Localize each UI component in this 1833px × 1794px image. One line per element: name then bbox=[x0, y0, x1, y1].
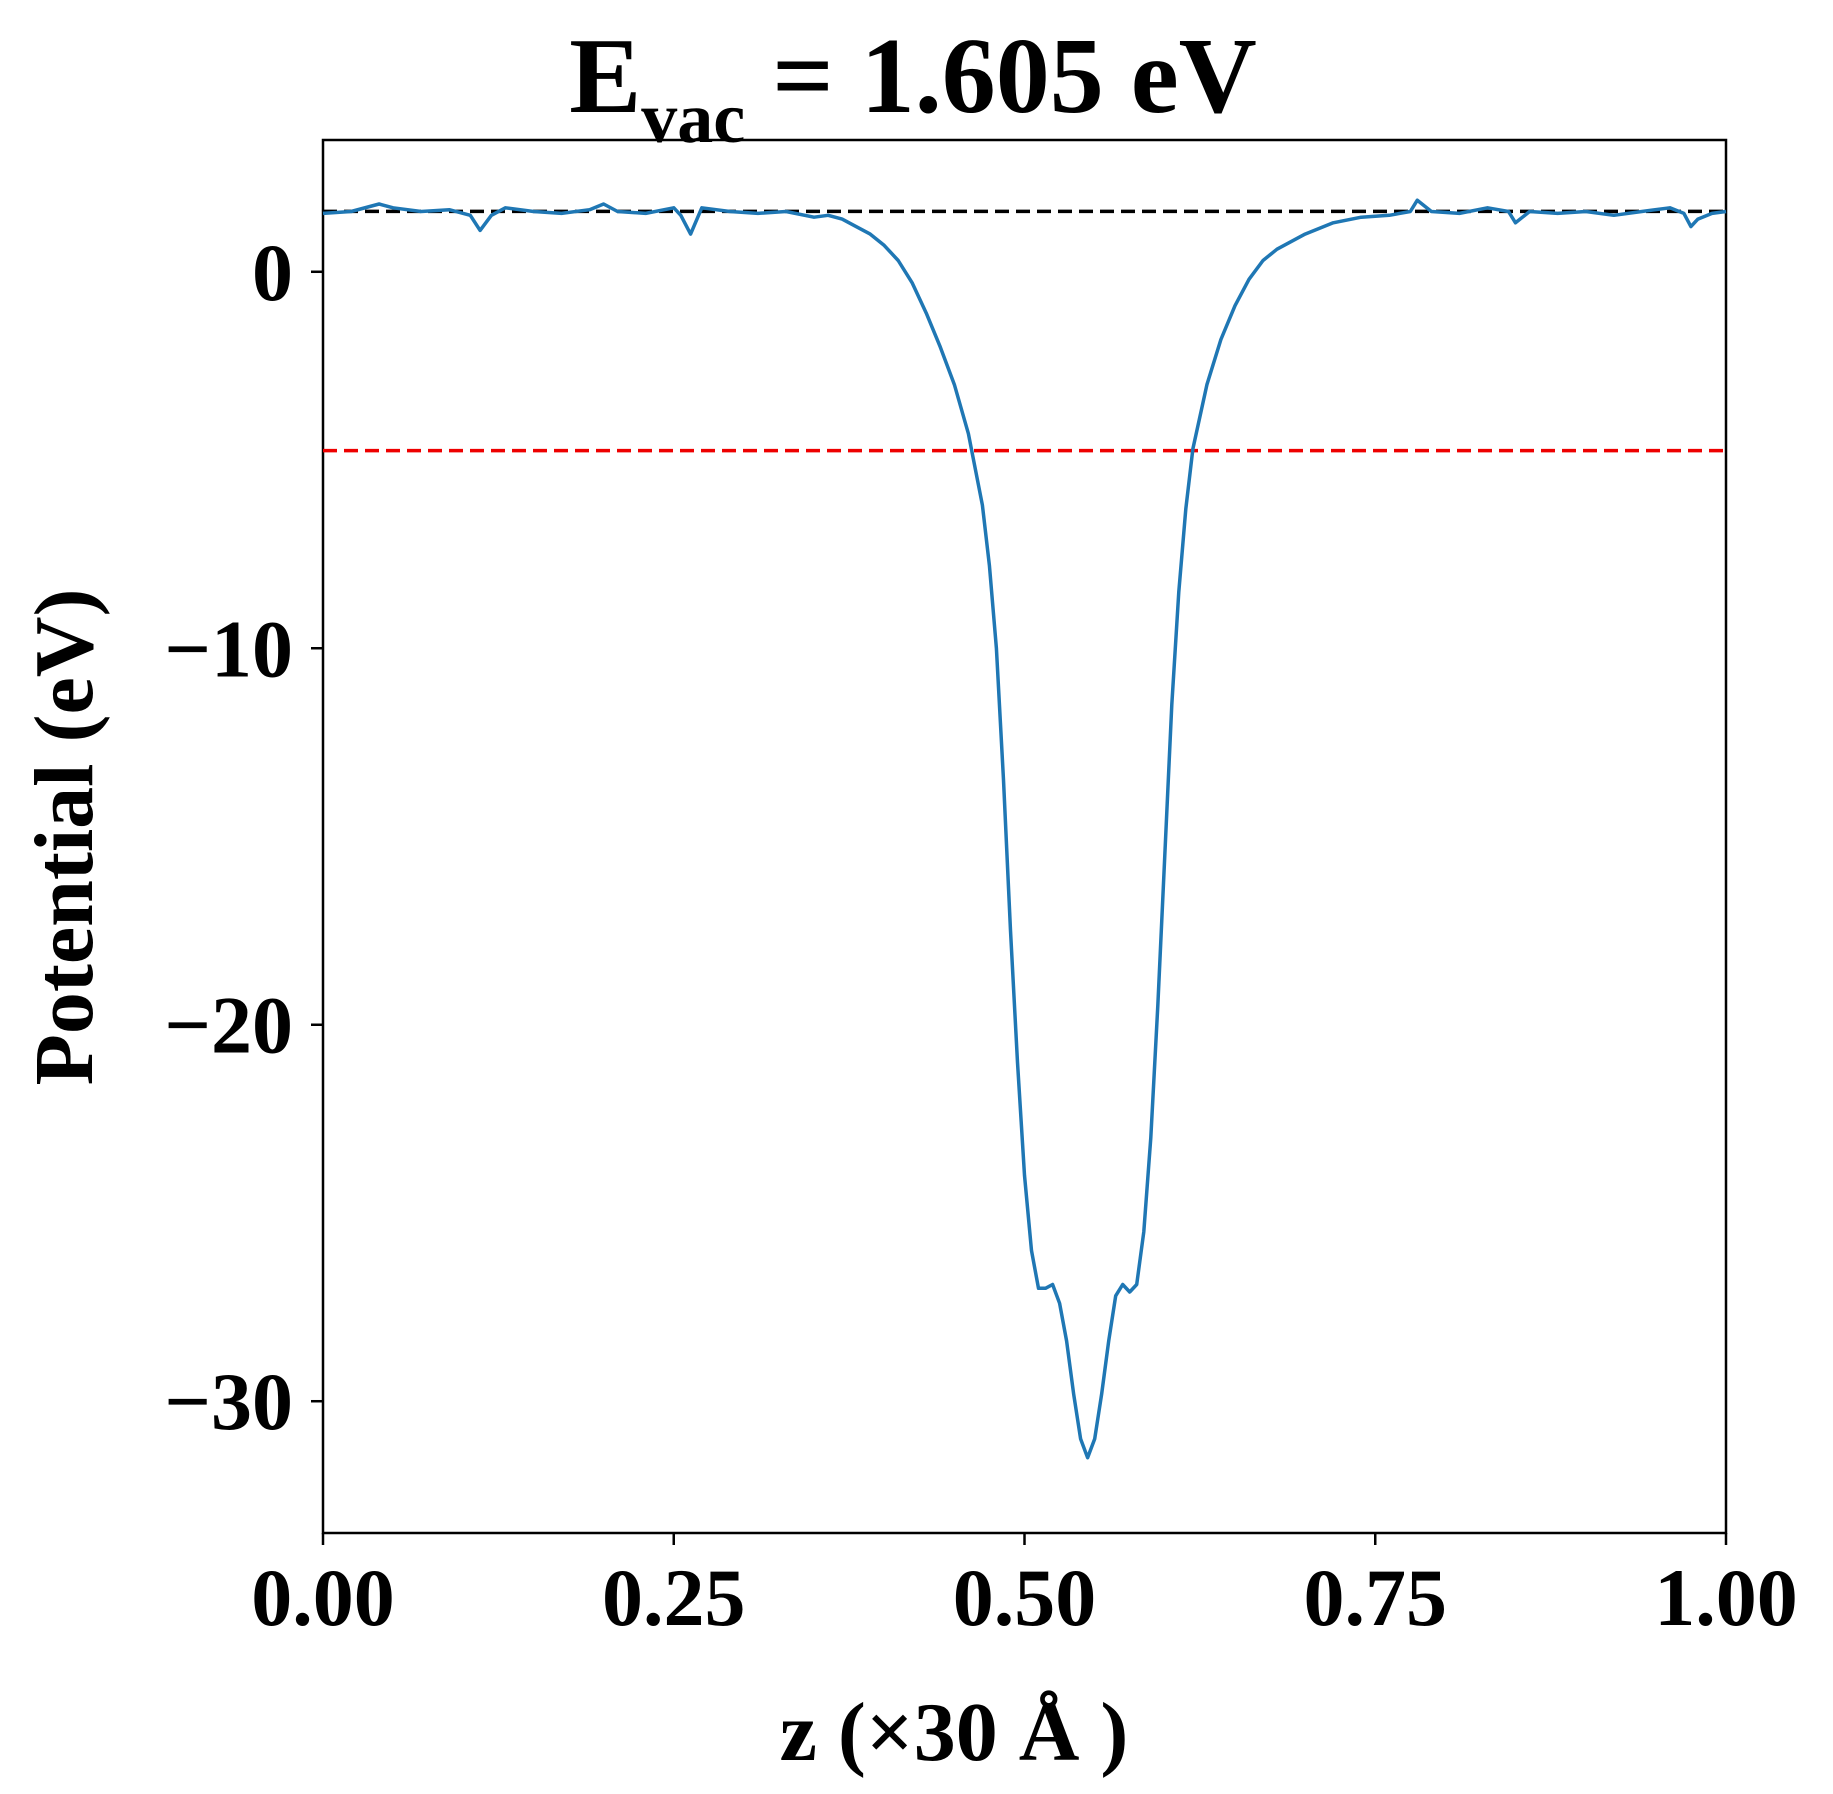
y-tick-label-1: −10 bbox=[164, 603, 293, 694]
x-tick-label-3: 0.75 bbox=[1304, 1552, 1448, 1643]
x-tick-label-2: 0.50 bbox=[953, 1552, 1097, 1643]
chart-title-rest: = 1.605 eV bbox=[745, 17, 1256, 136]
x-axis-label: z (×30 Å ) bbox=[780, 1686, 1129, 1779]
chart-title: Evac = 1.605 eV bbox=[569, 17, 1257, 158]
chart-title-main: E bbox=[569, 17, 641, 136]
x-tick-label-4: 1.00 bbox=[1654, 1552, 1798, 1643]
y-tick-label-0: 0 bbox=[252, 227, 293, 318]
reference-lines bbox=[323, 209, 1726, 453]
y-tick-label-3: −30 bbox=[164, 1356, 293, 1447]
chart-title-subscript: vac bbox=[641, 78, 745, 158]
series-line-0 bbox=[322, 198, 1727, 1460]
x-tick-label-1: 0.25 bbox=[602, 1552, 746, 1643]
x-tick-label-0: 0.00 bbox=[251, 1552, 395, 1643]
y-axis-label: Potential (eV) bbox=[18, 589, 111, 1086]
y-axis-ticks: 0 −10 −20 −30 bbox=[164, 227, 323, 1447]
series-group bbox=[322, 198, 1727, 1460]
y-tick-label-2: −20 bbox=[164, 980, 293, 1071]
plot-area-frame bbox=[321, 138, 1728, 1535]
x-axis-ticks: 0.00 0.25 0.50 0.75 1.00 bbox=[251, 1533, 1798, 1643]
